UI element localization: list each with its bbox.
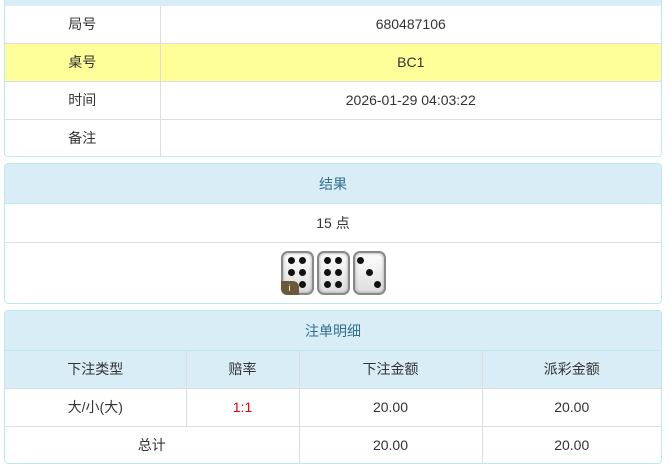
bet-odds: 1:1 [185,387,300,427]
pip [373,281,381,289]
info-table: 局号 680487106 桌号 BC1 时间 2026-01-29 04:03:22 … [5,6,661,156]
result-points: 15 点 [5,204,661,243]
total-payout: 20.00 [481,425,661,463]
label: 时间 [5,80,161,120]
bet-type: 大/小(大) [5,387,187,427]
pip [299,257,307,265]
col-type: 下注类型 [5,351,187,389]
pip [335,269,343,277]
die-face-6 [316,250,350,295]
pip [357,257,365,265]
label: 桌号 [5,42,161,82]
dice-cell: i [5,241,661,303]
pip [365,269,373,277]
total-label: 总计 [5,425,300,463]
value: 680487106 [159,6,661,44]
bet-amount: 20.00 [298,387,483,427]
col-odds: 赔率 [185,351,300,389]
bet-payout: 20.00 [481,387,661,427]
pip [287,257,295,265]
row-time: 时间 2026-01-29 04:03:22 [5,80,661,120]
pip [299,281,307,289]
label: 局号 [5,6,161,44]
dice-group: i [280,250,386,295]
bets-header-row: 下注类型 赔率 下注金额 派彩金额 [5,351,661,389]
label: 备注 [5,118,161,156]
row-table: 桌号 BC1 [5,42,661,82]
total-amount: 20.00 [298,425,483,463]
result-title: 结果 [5,164,661,204]
pip [335,257,343,265]
info-header [5,0,661,6]
value: 2026-01-29 04:03:22 [159,80,661,120]
pip [287,269,295,277]
col-payout: 派彩金额 [481,351,661,389]
pip [323,269,331,277]
bets-title: 注单明细 [5,311,661,351]
pip [299,269,307,277]
col-amount: 下注金额 [298,351,483,389]
die-face-6: i [280,250,314,295]
value [159,118,661,156]
pip [335,281,343,289]
total-row: 总计 20.00 20.00 [5,425,661,463]
die-face-3 [352,250,386,295]
pip [323,257,331,265]
bets-panel: 注单明细 下注类型 赔率 下注金额 派彩金额 大/小(大) 1:1 20.00 … [4,310,662,464]
info-panel: 局号 680487106 桌号 BC1 时间 2026-01-29 04:03:22 … [4,0,662,157]
result-panel: 结果 15 点 i [4,163,662,304]
info-badge-icon[interactable]: i [280,280,299,295]
bet-row: 大/小(大) 1:1 20.00 20.00 [5,387,661,427]
value: BC1 [159,42,661,82]
row-remark: 备注 [5,118,661,156]
pip [323,281,331,289]
row-round: 局号 680487106 [5,6,661,44]
